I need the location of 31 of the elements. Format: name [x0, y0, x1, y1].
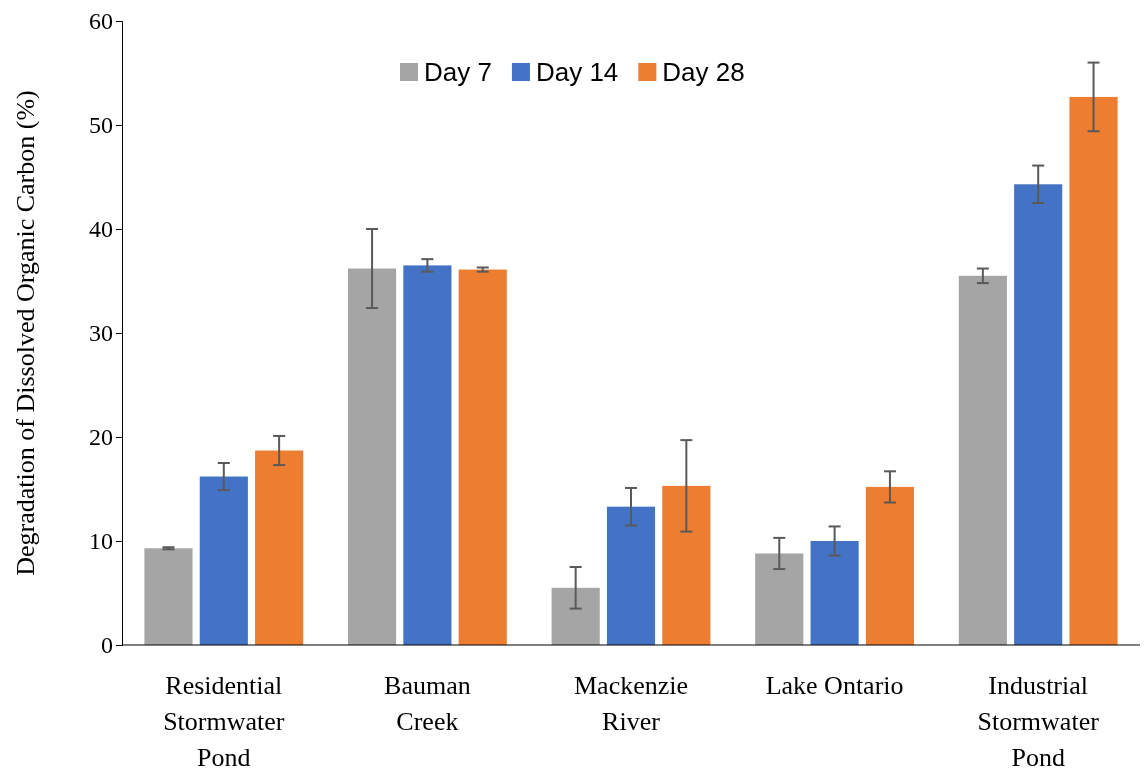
bar [144, 548, 193, 645]
y-tick-label: 20 [89, 424, 113, 451]
bar [810, 541, 859, 645]
y-tick-label: 10 [89, 528, 113, 555]
y-tick-label: 30 [89, 320, 113, 347]
x-tick-label: Mackenzie River [573, 671, 689, 736]
bar [606, 506, 656, 645]
legend-label: Day 7 [424, 57, 492, 87]
y-axis-title: Degradation of Dissolved Organic Carbon (%) [11, 90, 40, 576]
bar [755, 553, 804, 645]
legend-label: Day 14 [535, 57, 619, 87]
x-tick-label: Industrial Stormwater Pond [977, 671, 1100, 772]
bar [958, 275, 1007, 645]
legend-label: Day 28 [662, 57, 745, 87]
y-tick-label: 40 [89, 216, 113, 243]
x-tick-label: Lake Ontario [765, 671, 904, 700]
bar [255, 450, 304, 645]
bar [1069, 96, 1118, 645]
bar [865, 486, 914, 645]
y-tick-label: 0 [101, 632, 113, 659]
bar [403, 265, 452, 645]
x-tick-label: Bauman Creek [384, 671, 471, 736]
bar [662, 485, 711, 645]
y-tick-label: 50 [89, 112, 113, 139]
bar [551, 587, 600, 645]
bar [348, 268, 397, 645]
x-tick-label: Residential Stormwater Pond [163, 671, 285, 772]
bar [1014, 184, 1063, 645]
y-tick-label: 60 [89, 8, 113, 35]
bar [458, 269, 507, 645]
bar [199, 476, 248, 645]
